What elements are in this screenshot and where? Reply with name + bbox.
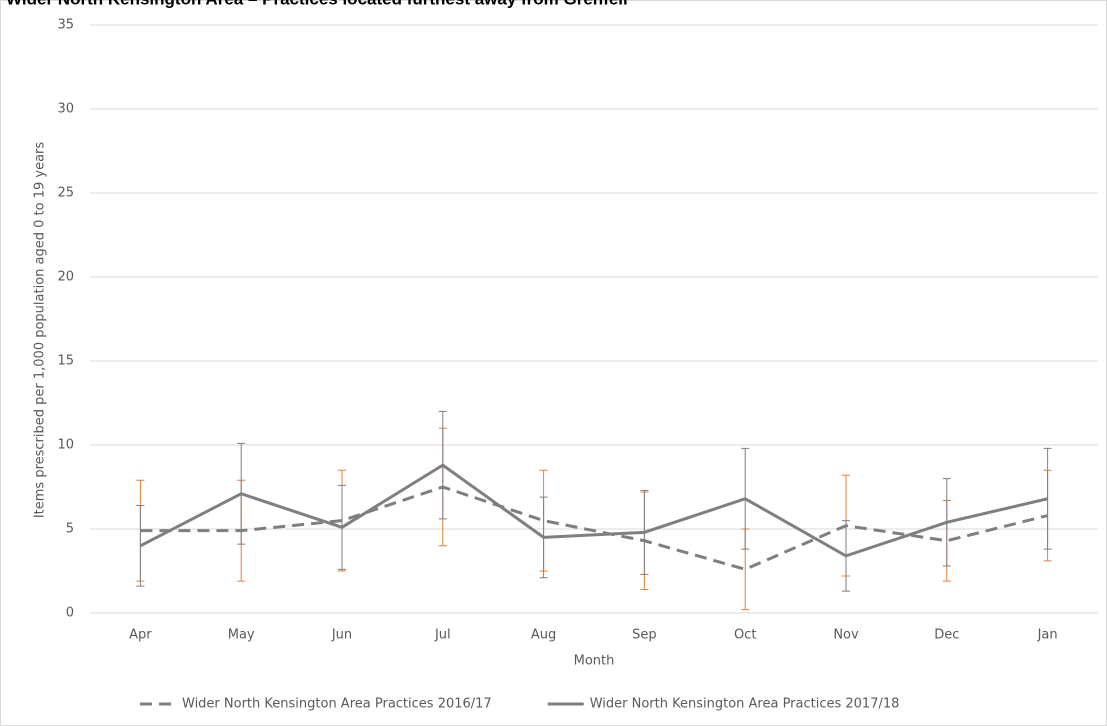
x-tick-label: Apr xyxy=(129,628,152,643)
y-tick-label: 30 xyxy=(57,102,74,117)
y-tick-label: 20 xyxy=(57,270,74,285)
series-line xyxy=(140,485,1048,571)
chart-title: Wider North Kensington Area – Practices … xyxy=(6,0,628,8)
x-tick-label: Oct xyxy=(734,628,756,643)
y-tick-label: 0 xyxy=(66,606,74,621)
x-tick-label: Nov xyxy=(833,628,859,643)
y-tick-label: 25 xyxy=(57,186,74,201)
x-tick-label: Jun xyxy=(331,628,352,643)
y-tick-label: 35 xyxy=(57,18,74,33)
x-axis-label: Month xyxy=(574,654,615,669)
legend-label: Wider North Kensington Area Practices 20… xyxy=(590,697,900,712)
x-tick-label: Dec xyxy=(934,628,959,643)
y-tick-label: 15 xyxy=(57,354,74,369)
y-axis-label: Items prescribed per 1,000 population ag… xyxy=(33,142,48,519)
x-tick-label: Jul xyxy=(434,628,451,643)
series-line xyxy=(139,463,1048,558)
y-tick-label: 10 xyxy=(57,438,74,453)
y-tick-label: 5 xyxy=(66,522,74,537)
x-tick-label: Jan xyxy=(1037,628,1058,643)
legend-label: Wider North Kensington Area Practices 20… xyxy=(182,697,492,712)
x-tick-label: Sep xyxy=(632,628,657,643)
x-tick-label: May xyxy=(228,628,255,643)
x-tick-label: Aug xyxy=(531,628,556,643)
